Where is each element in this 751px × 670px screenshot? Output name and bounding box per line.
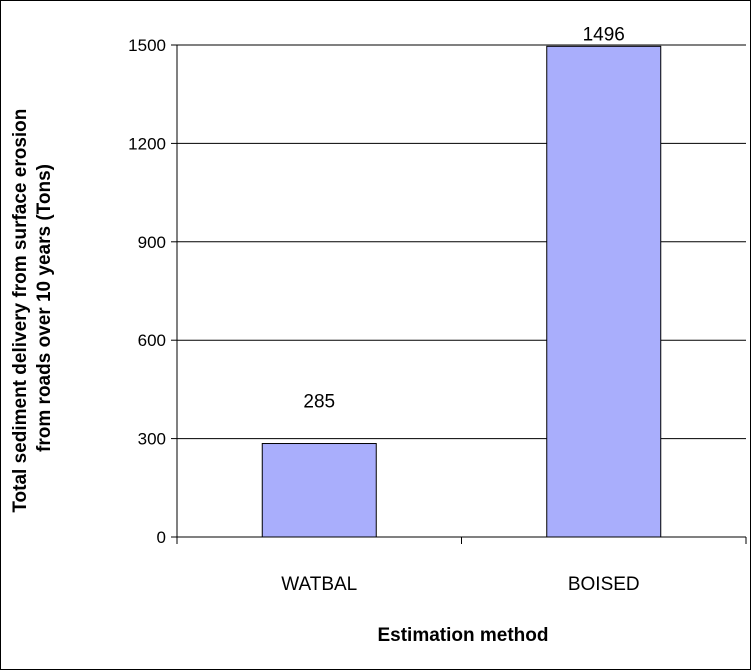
bar-boised [546, 45, 662, 538]
bar-watbal [261, 443, 377, 538]
x-tick-label: BOISED [568, 574, 640, 595]
y-axis-title: Total sediment delivery from surface ero… [10, 103, 55, 512]
x-axis-title: Estimation method [377, 625, 548, 646]
axes [171, 44, 747, 544]
y-tick-label: 1500 [128, 36, 166, 55]
y-tick-label: 900 [138, 233, 166, 252]
data-label: 1496 [583, 24, 625, 45]
y-tick-label: 1200 [128, 134, 166, 153]
y-axis-title-line-1: Total sediment delivery from surface ero… [10, 109, 31, 513]
bars [261, 45, 662, 538]
data-label: 285 [303, 392, 335, 413]
y-tick-label: 300 [138, 430, 166, 449]
x-tick-label: WATBAL [281, 574, 357, 595]
labels: 0 300 600 900 1200 1500 285 WATBAL 1496 BOISED [128, 24, 639, 595]
y-tick-label: 0 [157, 528, 166, 547]
y-tick-label: 600 [138, 331, 166, 350]
y-axis-title-line-2: from roads over 10 years (Tons) [34, 164, 55, 452]
